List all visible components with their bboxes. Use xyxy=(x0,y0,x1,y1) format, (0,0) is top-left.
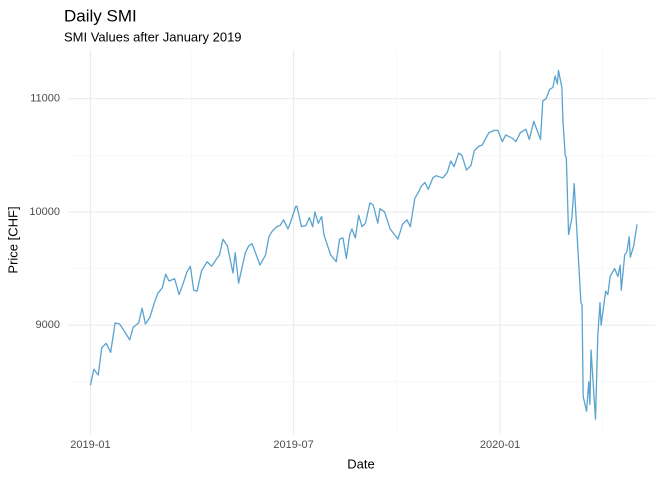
x-tick-label: 2019-01 xyxy=(70,439,110,451)
y-tick-label: 11000 xyxy=(30,93,60,105)
chart-subtitle: SMI Values after January 2019 xyxy=(64,29,242,44)
chart-title: Daily SMI xyxy=(64,6,137,25)
x-axis-label: Date xyxy=(347,456,374,471)
y-axis-label: Price [CHF] xyxy=(5,206,20,273)
y-tick-label: 10000 xyxy=(29,206,60,218)
x-tick-label: 2019-07 xyxy=(273,439,313,451)
price-line xyxy=(89,69,638,420)
y-tick-label: 9000 xyxy=(36,319,60,331)
x-tick-label: 2020-01 xyxy=(480,439,520,451)
